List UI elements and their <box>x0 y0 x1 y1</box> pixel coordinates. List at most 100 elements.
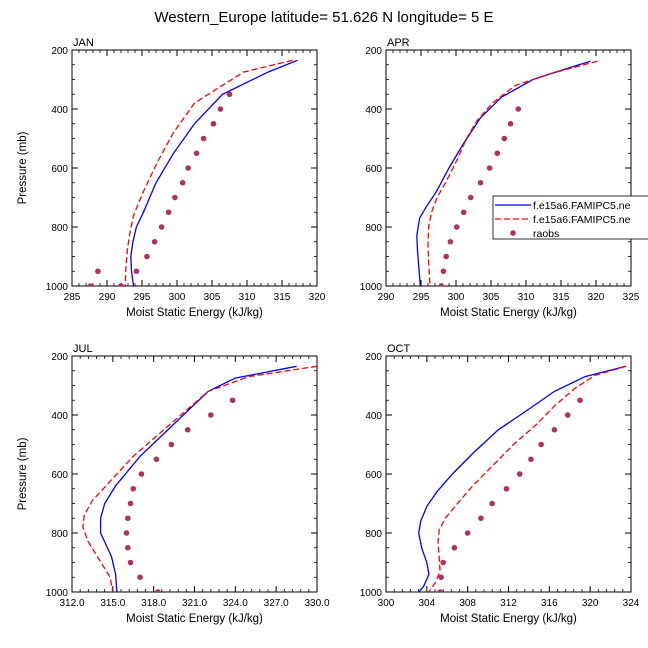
raobs-point <box>193 150 200 157</box>
x-tick-label: 330.0 <box>304 598 329 609</box>
x-tick-label: 315 <box>274 292 291 303</box>
raobs-point <box>489 500 495 507</box>
raobs-point <box>528 456 534 463</box>
raobs-point <box>464 530 471 536</box>
raobs-point <box>226 91 233 98</box>
raobs-point <box>125 515 131 522</box>
raobs-point <box>208 412 214 418</box>
x-tick-label: 318.0 <box>141 598 166 609</box>
plot-frame <box>385 355 632 593</box>
plot-frame <box>71 49 318 287</box>
raobs-point <box>144 253 150 260</box>
raobs-point <box>229 397 236 404</box>
y-tick-label: 200 <box>365 46 382 57</box>
y-tick-label: 1000 <box>360 588 383 599</box>
x-tick-label: 320 <box>582 598 599 609</box>
y-tick-label: 1000 <box>360 282 383 293</box>
plot-area <box>82 365 317 592</box>
x-axis-label: Moist Static Energy (kJ/kg) <box>126 613 263 625</box>
raobs-point <box>503 485 510 492</box>
y-tick-label: 400 <box>365 105 382 116</box>
raobs-point <box>217 106 224 112</box>
x-tick-label: 310 <box>239 292 256 303</box>
legend-label: f.e15a6.FAMIPC5.ne <box>533 214 631 226</box>
legend-label: raobs <box>533 228 559 240</box>
legend-marker <box>510 230 516 236</box>
panel-jul: JUL 312.0 315.0 318.0 321.0 324.0 327.0 330.0 20… <box>17 343 330 625</box>
raobs-point <box>123 530 130 536</box>
x-tick-label: 324 <box>623 598 640 609</box>
raobs-point <box>153 456 160 463</box>
raobs-point <box>440 559 446 566</box>
raobs-point <box>436 604 442 610</box>
x-tick-label: 295 <box>413 292 430 303</box>
series-line-solid <box>416 60 591 286</box>
raobs-point <box>486 165 493 171</box>
raobs-point <box>460 209 467 216</box>
raobs-point <box>477 179 484 186</box>
raobs-point <box>179 179 186 186</box>
series-line-solid <box>99 365 297 592</box>
raobs-point <box>210 120 217 127</box>
panel-label: JUL <box>73 343 93 355</box>
raobs-point <box>437 589 443 592</box>
y-tick-label: 1000 <box>46 588 69 599</box>
x-tick-label: 308 <box>459 598 476 609</box>
raobs-point <box>127 559 134 566</box>
panel-label: APR <box>387 37 410 49</box>
y-tick-label: 800 <box>365 529 382 540</box>
raobs-point <box>467 194 474 201</box>
raobs-point <box>451 544 458 551</box>
raobs-point <box>437 298 443 304</box>
series-line-solid <box>418 365 627 592</box>
raobs-point <box>165 209 172 216</box>
raobs-point <box>453 224 460 230</box>
y-axis-label: Pressure (mb) <box>17 131 29 204</box>
x-tick-label: 290 <box>378 292 395 303</box>
raobs-point <box>138 471 145 477</box>
y-tick-label: 800 <box>365 223 382 234</box>
y-tick-label: 400 <box>51 105 68 116</box>
x-tick-label: 300 <box>169 292 186 303</box>
plot-area <box>416 60 598 304</box>
raobs-point <box>564 412 571 418</box>
panel-apr: APR 290 295 300 305 310 315 320 325 200 400 600 800 1… <box>360 37 640 319</box>
legend: f.e15a6.FAMIPC5.ne f.e15a6.FAMIPC5.ne raob… <box>492 195 648 240</box>
panels: JAN 285 290 295 300 305 310 315 320 200 400 600 800 1… <box>17 37 640 625</box>
x-axis-label: Moist Static Energy (kJ/kg) <box>126 307 263 319</box>
legend-label: f.e15a6.FAMIPC5.ne <box>533 200 631 212</box>
raobs-point <box>95 268 101 275</box>
x-axis-label: Moist Static Energy (kJ/kg) <box>440 307 577 319</box>
raobs-point <box>443 253 450 260</box>
x-tick-label: 305 <box>204 292 221 303</box>
raobs-point <box>200 135 207 142</box>
raobs-point <box>440 268 447 275</box>
y-tick-label: 200 <box>365 352 382 363</box>
x-tick-label: 300 <box>448 292 465 303</box>
raobs-point <box>494 150 501 157</box>
plot-area <box>87 59 298 286</box>
y-tick-label: 600 <box>51 164 68 175</box>
x-tick-label: 321.0 <box>182 598 207 609</box>
plot-frame <box>71 355 318 593</box>
series-line-dashed <box>82 365 317 592</box>
series-line-dashed <box>124 59 293 286</box>
plot-area <box>418 365 627 610</box>
raobs-point <box>438 283 445 286</box>
panel-label: JAN <box>73 37 94 49</box>
y-tick-label: 1000 <box>46 282 69 293</box>
x-tick-label: 316 <box>541 598 558 609</box>
raobs-point <box>184 426 191 433</box>
series-line-dashed <box>428 365 627 592</box>
panel-label: OCT <box>387 343 411 355</box>
raobs-point <box>125 544 131 551</box>
x-tick-label: 312 <box>500 598 517 609</box>
x-tick-label: 320 <box>309 292 326 303</box>
raobs-point <box>447 238 454 245</box>
raobs-point <box>158 224 165 230</box>
x-tick-label: 315 <box>553 292 570 303</box>
y-tick-label: 400 <box>51 411 68 422</box>
x-axis-label: Moist Static Energy (kJ/kg) <box>440 613 577 625</box>
series-line-solid <box>130 59 298 286</box>
plot-frame <box>385 49 632 287</box>
